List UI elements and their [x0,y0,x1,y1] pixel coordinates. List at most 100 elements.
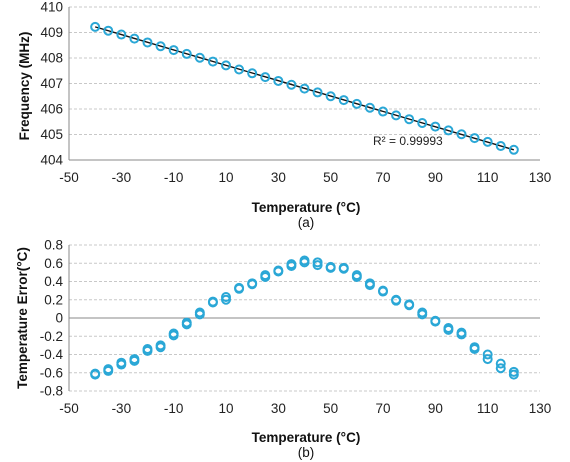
panel-b-y-tick-label: -0.2 [40,329,63,344]
panel-a-y-tick-label: 409 [40,25,63,40]
panel-a-x-tick-label: 90 [428,170,443,185]
panel-a-data-point [469,133,480,144]
panel-b-data-point [495,363,506,374]
panel-b-x-axis-title: Temperature (°C) [252,430,361,445]
panel-a-data-point [417,118,428,129]
panel-b-data-point [234,282,245,293]
panel-a-data-point [129,33,140,44]
panel-b-data-point [260,270,271,281]
panel-b-data-point [273,265,284,276]
panel-a-y-tick-label: 404 [40,153,63,168]
panel-b-data-point [443,323,454,334]
panel-a-y-axis-title: Frequency (MHz) [17,32,32,141]
panel-a-caption: (a) [298,215,315,230]
panel-a-data-point [299,83,310,94]
panel-b-x-tick-label: 110 [477,401,499,416]
panel-a: 404 405 406 407 408 409 410 -50 -30 -10 10 30 50 70 9… [17,0,551,230]
panel-b-x-tick-label: -30 [112,401,132,416]
panel-b-y-tick-label: 0.2 [44,292,63,307]
panel-b-y-tick-label: 0 [55,311,63,326]
panel-b-data-point [286,259,297,270]
panel-b-data-point [194,307,205,318]
panel-b-data-point [351,270,362,281]
panel-b-x-tick-label: 70 [375,401,390,416]
panel-a-fit-line-layer [94,26,515,151]
panel-a-data-point [221,60,231,71]
panel-b-x-tick-label: 30 [271,401,286,416]
panel-a-x-tick-label: 130 [529,170,552,185]
panel-b-data-point [90,368,101,379]
panel-b-x-tick-label: -10 [164,401,184,416]
panel-a-data-point [482,136,493,147]
panel-a-y-tick-label: 407 [40,76,63,91]
panel-a-data-point [391,110,402,121]
panel-b-y-tick-label: -0.4 [40,347,64,362]
panel-a-x-tick-label: 50 [323,170,338,185]
panel-a-x-tick-label: -10 [164,170,184,185]
panel-a-data-point [495,140,506,151]
panel-b-data-point [299,255,310,266]
panel-a-data-point [325,91,336,102]
panel-b-y-axis-title: Temperature Error(°C) [15,247,30,389]
panel-a-data-point [404,114,415,125]
panel-a-data-point [247,68,258,79]
panel-a-data-point [430,121,441,132]
panel-b-points [90,255,519,380]
panel-b-data-point [430,315,441,326]
panel-b-x-tick-label: 90 [428,401,443,416]
panel-b-data-point [391,294,402,305]
panel-a-y-tick-label: 406 [40,102,63,117]
panel-b-data-point [247,278,258,289]
panel-b-data-point [155,340,166,351]
panel-b-data-point [469,342,480,353]
panel-a-data-point [286,79,297,90]
panel-b-data-point [456,327,467,338]
panel-b-x-tick-label: 10 [218,401,233,416]
panel-a-data-point [351,98,362,109]
panel-a-data-point [364,102,375,113]
panel-b-y-tick-label: 0.4 [44,274,63,289]
panel-a-r2-label: R² = 0.99993 [373,134,443,148]
panel-b-x-tick-label: -50 [59,401,79,416]
panel-a-data-point [338,95,349,106]
panel-a-data-point [103,25,114,36]
panel-a-x-tick-label: 70 [375,170,390,185]
panel-b-data-point [338,262,349,273]
panel-a-data-point [207,56,218,67]
panel-a-data-point [508,144,519,155]
panel-b-data-point [378,285,388,296]
panel-b-data-point [508,366,519,377]
panel-a-data-point [312,87,323,98]
panel-b-y-tick-label: 0.8 [44,238,63,253]
panel-b-data-point [116,357,127,368]
panel-b-data-point [482,354,493,365]
panel-a-data-point [168,45,179,56]
panel-b-axes [68,245,540,391]
panel-b-x-tick-label: 50 [323,401,338,416]
panel-b-x-ticks: -50 -30 -10 10 30 50 70 90 110 130 [59,401,551,416]
panel-b-data-point [364,278,375,289]
panel-b-data-point [168,328,179,339]
panel-a-y-ticks: 404 405 406 407 408 409 410 [40,0,63,168]
panel-b-data-point [417,307,428,318]
panel-a-points [90,21,519,155]
panel-a-x-tick-label: -30 [112,170,132,185]
panel-a-axes [68,7,540,161]
panel-a-x-tick-label: 30 [271,170,286,185]
panel-a-x-axis-title: Temperature (°C) [252,200,361,215]
panel-a-data-point [142,37,153,48]
panel-b-data-point [495,358,506,369]
panel-b-data-point [207,296,218,307]
panel-b-data-point [142,344,153,355]
panel-b-data-point [103,364,114,375]
panel-b: 0.8 0.6 0.4 0.2 0 -0.2 -0.4 -0.6 -0.8 -50 -30 -10 1… [15,238,551,461]
panel-b-data-point [325,261,336,272]
panel-b-data-point [404,299,415,310]
panel-b-caption: (b) [298,445,315,460]
panel-b-data-point [482,349,493,360]
panel-a-data-point [116,29,127,40]
panel-a-x-ticks: -50 -30 -10 10 30 50 70 90 110 130 [59,170,551,185]
panel-a-y-tick-label: 405 [40,127,63,142]
panel-a-fit-line [94,26,515,151]
